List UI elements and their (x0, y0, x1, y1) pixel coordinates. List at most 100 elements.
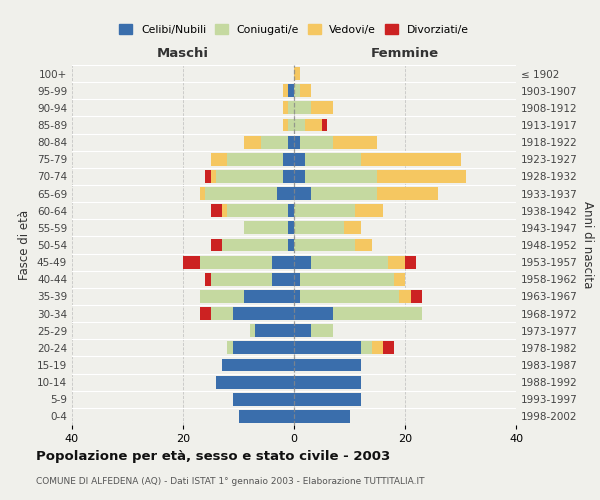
Bar (294, 102, 311, 114)
Bar (294, 136, 299, 148)
Bar (200, 256, 272, 268)
Bar (294, 153, 305, 166)
Bar (294, 376, 361, 388)
Bar (294, 170, 305, 183)
Bar (299, 84, 311, 97)
Bar (355, 238, 372, 252)
Bar (361, 153, 461, 166)
Bar (361, 342, 372, 354)
Bar (233, 342, 294, 354)
Bar (311, 187, 377, 200)
Bar (294, 204, 355, 217)
Bar (294, 290, 299, 303)
Bar (299, 136, 333, 148)
Bar (289, 238, 294, 252)
Bar (211, 238, 222, 252)
Y-axis label: Anni di nascita: Anni di nascita (581, 202, 594, 288)
Bar (322, 118, 328, 132)
Bar (289, 136, 294, 148)
Bar (244, 222, 289, 234)
Bar (200, 307, 211, 320)
Bar (294, 358, 361, 372)
Bar (239, 410, 294, 423)
Bar (289, 204, 294, 217)
Text: Maschi: Maschi (157, 47, 209, 60)
Bar (333, 136, 377, 148)
Bar (294, 84, 299, 97)
Bar (211, 204, 222, 217)
Bar (377, 170, 466, 183)
Y-axis label: Fasce di età: Fasce di età (19, 210, 31, 280)
Bar (227, 153, 283, 166)
Bar (211, 153, 227, 166)
Legend: Celibi/Nubili, Coniugati/e, Vedovi/e, Divorziati/e: Celibi/Nubili, Coniugati/e, Vedovi/e, Di… (115, 20, 473, 39)
Bar (299, 273, 394, 285)
Bar (294, 410, 349, 423)
Bar (311, 102, 333, 114)
Bar (255, 324, 294, 337)
Bar (283, 84, 289, 97)
Bar (222, 204, 227, 217)
Bar (289, 84, 294, 97)
Bar (200, 290, 244, 303)
Bar (244, 290, 294, 303)
Bar (377, 187, 438, 200)
Bar (289, 222, 294, 234)
Bar (388, 256, 405, 268)
Bar (344, 222, 361, 234)
Bar (294, 307, 333, 320)
Bar (294, 238, 355, 252)
Bar (277, 187, 294, 200)
Bar (260, 136, 289, 148)
Bar (205, 273, 211, 285)
Bar (272, 273, 294, 285)
Bar (294, 324, 311, 337)
Bar (222, 238, 289, 252)
Bar (250, 324, 255, 337)
Bar (294, 67, 299, 80)
Bar (183, 256, 200, 268)
Bar (305, 170, 377, 183)
Bar (211, 170, 216, 183)
Bar (294, 187, 311, 200)
Bar (299, 290, 400, 303)
Bar (216, 170, 283, 183)
Text: COMUNE DI ALFEDENA (AQ) - Dati ISTAT 1° gennaio 2003 - Elaborazione TUTTITALIA.I: COMUNE DI ALFEDENA (AQ) - Dati ISTAT 1° … (36, 478, 425, 486)
Bar (205, 187, 277, 200)
Bar (383, 342, 394, 354)
Bar (410, 290, 422, 303)
Bar (211, 307, 233, 320)
Bar (294, 342, 361, 354)
Bar (294, 222, 344, 234)
Bar (305, 153, 361, 166)
Bar (400, 290, 410, 303)
Bar (289, 102, 294, 114)
Bar (283, 170, 294, 183)
Bar (283, 102, 289, 114)
Bar (289, 118, 294, 132)
Bar (227, 204, 289, 217)
Bar (311, 256, 388, 268)
Text: Femmine: Femmine (371, 47, 439, 60)
Bar (311, 324, 333, 337)
Bar (283, 153, 294, 166)
Text: Popolazione per età, sesso e stato civile - 2003: Popolazione per età, sesso e stato civil… (36, 450, 390, 463)
Bar (216, 376, 294, 388)
Bar (394, 273, 405, 285)
Bar (272, 256, 294, 268)
Bar (294, 256, 311, 268)
Bar (283, 118, 289, 132)
Bar (372, 342, 383, 354)
Bar (305, 118, 322, 132)
Bar (294, 273, 299, 285)
Bar (211, 273, 272, 285)
Bar (405, 256, 416, 268)
Bar (222, 358, 294, 372)
Bar (333, 307, 422, 320)
Bar (294, 118, 305, 132)
Bar (227, 342, 233, 354)
Bar (233, 307, 294, 320)
Bar (200, 187, 205, 200)
Bar (355, 204, 383, 217)
Bar (205, 170, 211, 183)
